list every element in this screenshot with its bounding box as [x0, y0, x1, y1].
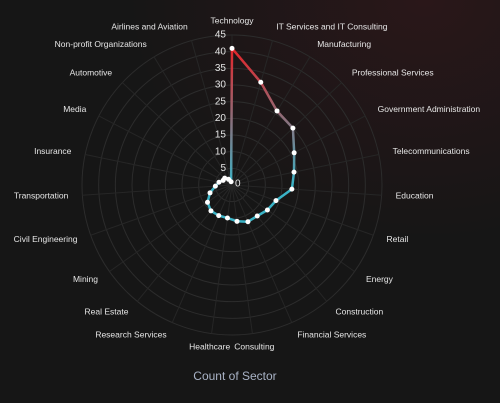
data-point: [254, 213, 260, 219]
spoke: [231, 184, 355, 272]
spoke: [82, 184, 233, 196]
spoke: [231, 153, 379, 186]
y-tick-label: 30: [215, 80, 227, 91]
category-label: Manufacturing: [317, 39, 371, 49]
spoke: [231, 184, 382, 196]
spoke: [231, 115, 366, 186]
category-label: Education: [396, 190, 434, 200]
spoke: [153, 56, 233, 186]
category-label: Consulting: [234, 342, 274, 352]
y-tick-label: 0: [235, 179, 241, 190]
category-label: Civil Engineering: [14, 234, 78, 244]
y-tick-label: 25: [215, 96, 227, 107]
spoke: [231, 40, 273, 186]
category-label: Telecommunications: [393, 146, 470, 156]
spoke: [136, 184, 233, 302]
category-label: Healthcare: [189, 342, 230, 352]
data-point: [291, 169, 297, 175]
spoke: [109, 184, 233, 272]
category-label: IT Services and IT Consulting: [276, 21, 387, 31]
category-label: Non-profit Organizations: [55, 39, 147, 49]
spoke: [231, 82, 342, 186]
data-point: [273, 198, 279, 204]
data-point: [222, 175, 228, 181]
chart-title: Count of Sector: [193, 369, 276, 383]
data-point: [224, 215, 230, 221]
category-label: Mining: [73, 274, 98, 284]
category-label: Research Services: [95, 330, 166, 340]
spoke: [191, 40, 233, 186]
category-label: Financial Services: [297, 330, 366, 340]
spoke: [98, 115, 233, 186]
category-label: Media: [63, 104, 86, 114]
data-point: [207, 190, 213, 196]
category-label: Real Estate: [85, 306, 129, 316]
data-point: [208, 208, 214, 214]
y-tick-label: 40: [215, 46, 227, 57]
category-label: Technology: [210, 15, 254, 25]
spoke: [231, 184, 328, 302]
data-point: [229, 45, 235, 51]
data-point: [216, 213, 222, 219]
category-label: Professional Services: [352, 67, 434, 77]
data-point: [234, 218, 240, 224]
spoke: [231, 184, 253, 334]
category-label: Government Administration: [378, 104, 481, 114]
data-point: [289, 186, 295, 192]
data-point: [264, 207, 270, 213]
y-tick-label: 15: [215, 130, 227, 141]
category-label: Retail: [387, 234, 409, 244]
category-label: Automotive: [70, 67, 113, 77]
category-label: Construction: [335, 306, 383, 316]
y-tick-label: 45: [215, 30, 227, 41]
spoke: [85, 153, 233, 186]
spoke: [231, 184, 293, 323]
spoke: [171, 184, 233, 323]
data-point: [258, 79, 264, 85]
spoke: [231, 56, 311, 186]
category-label: Transportation: [14, 190, 69, 200]
category-label: Insurance: [34, 146, 72, 156]
y-tick-label: 20: [215, 113, 227, 124]
category-label: Energy: [366, 274, 394, 284]
y-tick-label: 5: [220, 163, 226, 174]
y-tick-label: 10: [215, 146, 227, 157]
data-point: [204, 199, 210, 205]
category-label: Airlines and Aviation: [111, 21, 188, 31]
data-point: [216, 179, 222, 185]
spoke: [211, 184, 233, 334]
data-point: [291, 150, 297, 156]
data-point: [228, 179, 234, 185]
data-point: [245, 219, 251, 225]
data-point: [212, 183, 218, 189]
data-point: [290, 125, 296, 131]
spoke: [122, 82, 233, 186]
spoke: [231, 184, 374, 236]
y-tick-label: 35: [215, 63, 227, 74]
data-point: [274, 108, 280, 114]
